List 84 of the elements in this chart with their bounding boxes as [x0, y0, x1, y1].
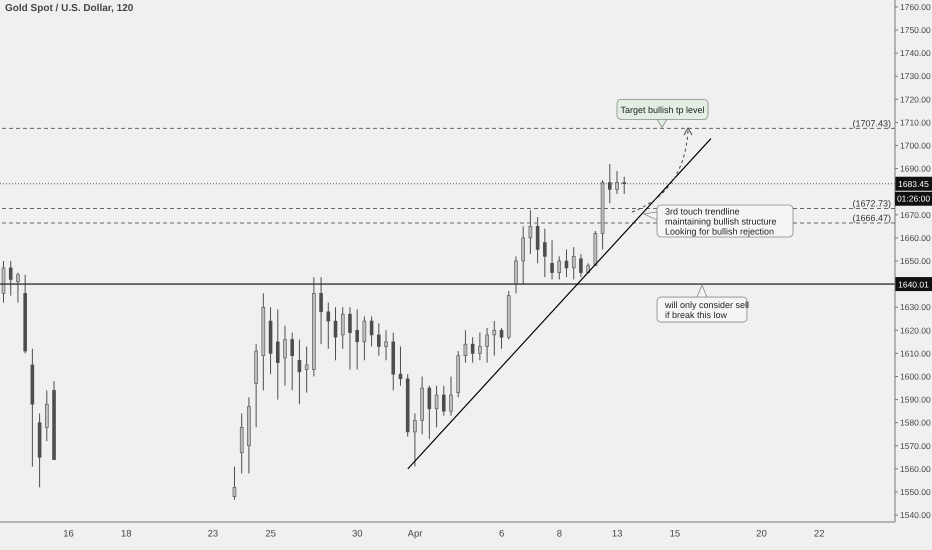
y-tick-label: 1730.00 — [900, 71, 931, 82]
x-tick-label: 23 — [208, 528, 218, 540]
y-tick-label: 1630.00 — [900, 302, 931, 312]
ref-line-label: (1672.73) — [852, 198, 891, 208]
candlestick — [362, 316, 366, 361]
y-tick-label: 1710.00 — [900, 117, 931, 128]
ref-line-label: 1683.45 — [898, 179, 930, 190]
candlestick — [348, 306, 352, 370]
y-tick-label: 1600.00 — [900, 372, 931, 382]
candlestick — [377, 322, 381, 356]
y-tick-label: 1540.00 — [900, 510, 931, 520]
candlestick — [478, 332, 482, 361]
y-tick-label: 1760.00 — [900, 2, 931, 12]
candlestick — [579, 254, 583, 278]
candlestick — [521, 226, 525, 285]
candlestick — [276, 309, 280, 400]
y-tick-label: 1560.00 — [900, 464, 931, 474]
x-tick-label: 16 — [63, 528, 74, 540]
candlestick — [319, 276, 323, 345]
annotation: 3rd touch trendline maintaining bullish structure Looking for bullish rejection — [665, 206, 777, 236]
y-tick-label: 1590.00 — [900, 394, 931, 405]
y-tick-label: 1690.00 — [900, 164, 931, 174]
x-tick-label: 30 — [352, 528, 363, 540]
candlestick — [370, 316, 374, 347]
candlestick — [514, 256, 518, 294]
candlestick — [326, 302, 330, 350]
y-tick-label: 1720.00 — [900, 94, 931, 104]
candlestick — [45, 390, 49, 442]
x-tick-label: 18 — [121, 528, 132, 540]
y-tick-label: 1670.00 — [900, 210, 931, 220]
y-tick-label: 1750.00 — [900, 25, 931, 36]
x-tick-label: 15 — [670, 528, 680, 540]
x-tick-label: 20 — [756, 528, 767, 540]
x-tick-label: 25 — [265, 528, 276, 540]
candlestick — [572, 246, 576, 280]
candlestick — [334, 306, 338, 361]
candlestick — [384, 330, 388, 361]
x-tick-label: 22 — [814, 528, 825, 540]
candlestick — [500, 327, 504, 350]
y-tick-label: 1650.00 — [900, 256, 931, 266]
annotation: will only consider sell if break this low — [664, 300, 750, 320]
y-tick-label: 1620.00 — [900, 325, 931, 336]
candlestick — [528, 210, 532, 255]
y-tick-label: 1700.00 — [900, 140, 931, 151]
x-tick-label: Apr — [408, 528, 422, 540]
candlestick — [470, 336, 474, 364]
candlestick — [434, 385, 438, 428]
candlestick — [340, 306, 345, 350]
y-tick-label: 1610.00 — [900, 348, 931, 358]
candlestick — [464, 330, 468, 364]
candlestick — [304, 346, 308, 394]
y-tick-label: 1740.00 — [900, 48, 931, 58]
candlestick — [543, 228, 547, 278]
candlestick — [290, 332, 294, 391]
candlestick — [232, 466, 236, 500]
x-tick-label: 6 — [498, 528, 504, 540]
x-tick-label: 13 — [612, 528, 622, 540]
candlestick — [283, 325, 287, 386]
candlestick — [413, 412, 417, 468]
candlestick — [442, 385, 446, 416]
y-tick-label: 1660.00 — [900, 232, 931, 243]
candlestick — [492, 320, 496, 356]
candlestick — [550, 240, 554, 280]
y-tick-label: 1570.00 — [900, 440, 931, 451]
candlestick — [449, 376, 453, 416]
chart-title: Gold Spot / U.S. Dollar, 120 — [5, 3, 134, 14]
x-tick-label: 8 — [556, 528, 562, 540]
candlestick — [298, 339, 302, 405]
y-tick-label: 1550.00 — [900, 486, 931, 497]
candlestick — [485, 327, 489, 364]
candlestick — [16, 272, 20, 304]
annotation: Target bullish tp level — [620, 104, 705, 115]
ref-line-label: (1707.43) — [852, 118, 891, 128]
candlestick — [398, 346, 402, 386]
ref-line-label: (1666.47) — [852, 212, 891, 223]
ref-line-label: 1640.01 — [898, 280, 930, 290]
text: 01:26:00 — [896, 194, 930, 204]
candlestick — [8, 260, 13, 296]
candlestick — [536, 216, 540, 264]
candlestick — [355, 309, 359, 370]
y-tick-label: 1580.00 — [900, 418, 931, 428]
candlestick — [564, 248, 568, 278]
candlestick — [557, 256, 562, 280]
candlestick — [428, 385, 432, 440]
